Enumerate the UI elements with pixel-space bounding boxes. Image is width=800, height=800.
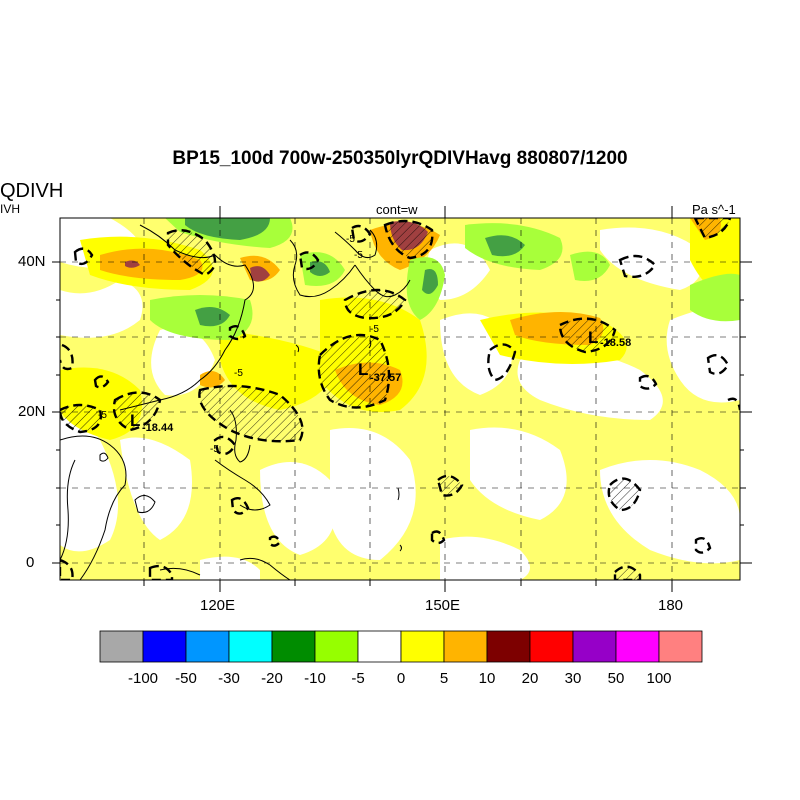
- colorbar-swatch: [271, 630, 316, 663]
- lat-label-40n: 40N: [18, 253, 46, 270]
- contour-label-2: -5: [370, 324, 379, 335]
- contour-labels: -5 -5 -5 -5 -5 -5: [98, 234, 379, 455]
- lon-label-120e: 120E: [200, 597, 236, 614]
- map-field: [60, 218, 740, 580]
- colorbar-label: 0: [396, 670, 406, 687]
- low-value-1: -18.58: [600, 337, 631, 349]
- colorbar-label: 20: [521, 670, 539, 687]
- dashed-contours: [60, 224, 740, 580]
- low-value-3: -18.44: [142, 422, 174, 434]
- map-frame: [59, 217, 741, 581]
- colorbar-swatch: [529, 630, 574, 663]
- contour-label-5: -5: [210, 444, 219, 455]
- colorbar-swatch: [658, 630, 703, 663]
- left-label-sub: IVH: [0, 202, 21, 216]
- colorbar-swatch: [99, 630, 144, 663]
- colorbar-swatch: [615, 630, 660, 663]
- dark-green-regions: [185, 218, 525, 327]
- colorbar-label: 30: [564, 670, 582, 687]
- colorbar-label: -10: [304, 670, 326, 687]
- colorbar-swatch: [314, 630, 359, 663]
- low-mark-3: L: [130, 411, 140, 430]
- colorbar-label: 10: [478, 670, 496, 687]
- colorbar-swatch: [572, 630, 617, 663]
- contour-label-1: -5: [354, 250, 363, 261]
- lon-label-150e: 150E: [425, 597, 461, 614]
- colorbar-swatch: [142, 630, 187, 663]
- contour-label-6: -5: [346, 234, 355, 245]
- colorbar-swatch: [400, 630, 445, 663]
- colorbar-swatch: [486, 630, 531, 663]
- low-value-2: -37.57: [370, 372, 401, 384]
- lat-label-20n: 20N: [18, 403, 46, 420]
- colorbar-label: -50: [175, 670, 197, 687]
- coastlines: [60, 224, 411, 580]
- colorbar-label: -20: [261, 670, 283, 687]
- colorbar-swatch: [185, 630, 230, 663]
- gridlines: [60, 218, 740, 580]
- colorbar-swatch: [443, 630, 488, 663]
- units-label: Pa s^-1: [692, 202, 736, 217]
- lat-label-0: 0: [26, 554, 35, 571]
- left-label-main: QDIVH: [0, 180, 64, 202]
- colorbar: [99, 630, 703, 663]
- colorbar-swatch: [228, 630, 273, 663]
- low-mark-2: L: [358, 360, 368, 379]
- colorbar-swatch: [357, 630, 402, 663]
- colorbar-label: 50: [607, 670, 625, 687]
- colorbar-label: 5: [439, 670, 449, 687]
- colorbar-label: -30: [218, 670, 240, 687]
- low-markers: L -18.58 L -37.57 L -18.44: [130, 328, 631, 434]
- lon-label-180: 180: [658, 597, 684, 614]
- colorbar-label: 100: [646, 670, 672, 687]
- hatched-regions: [60, 218, 732, 580]
- axis-ticks: [52, 206, 752, 592]
- center-label: cont=w: [376, 202, 418, 217]
- colorbar-label: -100: [127, 670, 159, 687]
- low-mark-1: L: [588, 328, 598, 347]
- colorbar-label: -5: [351, 670, 365, 687]
- main-title: BP15_100d 700w-250350lyrQDIVHavg 880807/…: [172, 148, 628, 169]
- contour-label-3: -5: [234, 368, 243, 379]
- contour-label-4: -5: [98, 410, 107, 421]
